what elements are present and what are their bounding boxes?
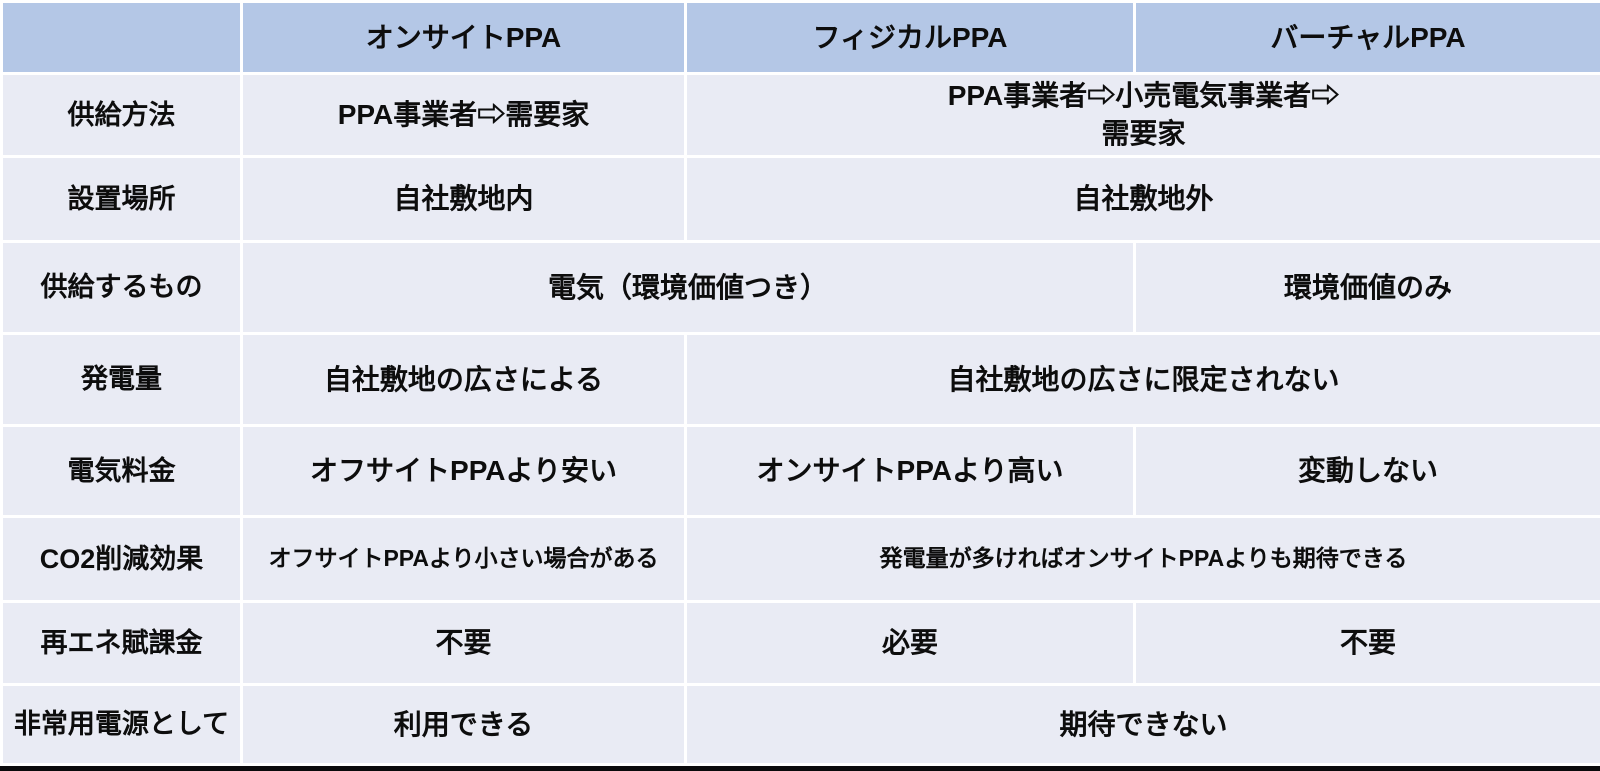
cell: 環境価値のみ: [1133, 240, 1600, 335]
cell: 利用できる: [240, 683, 687, 766]
row-label: 設置場所: [0, 155, 243, 243]
table-row: 発電量 自社敷地の広さによる 自社敷地の広さに限定されない: [0, 332, 1600, 427]
cell: 必要: [684, 600, 1136, 686]
cell: PPA事業者⇨小売電気事業者⇨ 需要家: [684, 72, 1600, 158]
row-label: 電気料金: [0, 424, 243, 518]
row-label: 供給するもの: [0, 240, 243, 335]
table-row: 再エネ賦課金 不要 必要 不要: [0, 600, 1600, 686]
table-row: 供給方法 PPA事業者⇨需要家 PPA事業者⇨小売電気事業者⇨ 需要家: [0, 72, 1600, 158]
table-row: CO2削減効果 オフサイトPPAより小さい場合がある 発電量が多ければオンサイトPP…: [0, 515, 1600, 603]
cell: 不要: [1133, 600, 1600, 686]
header-row: オンサイトPPA フィジカルPPA バーチャルPPA: [0, 0, 1600, 75]
row-label: 再エネ賦課金: [0, 600, 243, 686]
column-header-onsite-ppa: オンサイトPPA: [240, 0, 687, 75]
cell: 電気（環境価値つき）: [240, 240, 1136, 335]
column-header-physical-ppa: フィジカルPPA: [684, 0, 1136, 75]
corner-cell: [0, 0, 243, 75]
cell: 自社敷地の広さによる: [240, 332, 687, 427]
table-body: 供給方法 PPA事業者⇨需要家 PPA事業者⇨小売電気事業者⇨ 需要家 設置場所 自社敷…: [0, 72, 1600, 766]
table-row: 設置場所 自社敷地内 自社敷地外: [0, 155, 1600, 243]
cell: 変動しない: [1133, 424, 1600, 518]
cell: 自社敷地内: [240, 155, 687, 243]
cell: 不要: [240, 600, 687, 686]
row-label: CO2削減効果: [0, 515, 243, 603]
row-label: 供給方法: [0, 72, 243, 158]
cell: 自社敷地外: [684, 155, 1600, 243]
table-row: 供給するもの 電気（環境価値つき） 環境価値のみ: [0, 240, 1600, 335]
row-label: 非常用電源として: [0, 683, 243, 766]
table-row: 非常用電源として 利用できる 期待できない: [0, 683, 1600, 766]
bottom-border-bar: [0, 766, 1600, 771]
cell: 期待できない: [684, 683, 1600, 766]
cell: オフサイトPPAより小さい場合がある: [240, 515, 687, 603]
cell: 発電量が多ければオンサイトPPAよりも期待できる: [684, 515, 1600, 603]
cell: PPA事業者⇨需要家: [240, 72, 687, 158]
column-header-virtual-ppa: バーチャルPPA: [1133, 0, 1600, 75]
table-header: オンサイトPPA フィジカルPPA バーチャルPPA: [0, 0, 1600, 75]
row-label: 発電量: [0, 332, 243, 427]
table-row: 電気料金 オフサイトPPAより安い オンサイトPPAより高い 変動しない: [0, 424, 1600, 518]
cell: 自社敷地の広さに限定されない: [684, 332, 1600, 427]
cell: オフサイトPPAより安い: [240, 424, 687, 518]
cell: オンサイトPPAより高い: [684, 424, 1136, 518]
